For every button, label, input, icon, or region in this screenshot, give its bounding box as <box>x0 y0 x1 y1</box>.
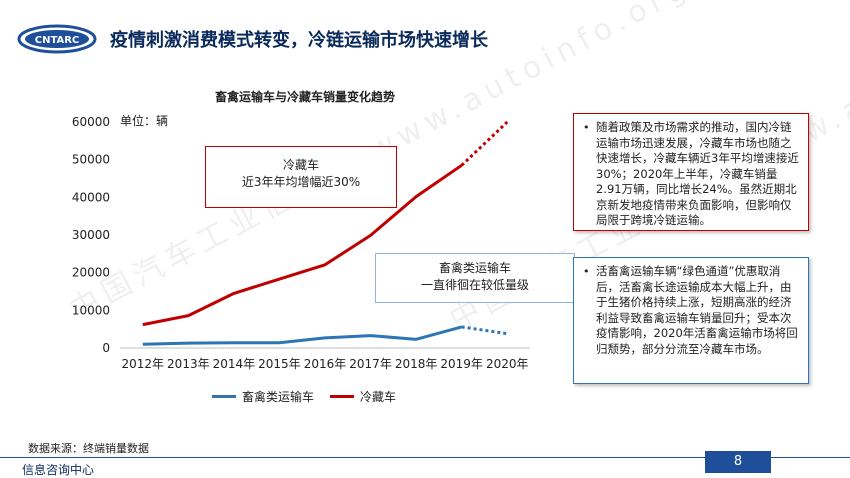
cntarc-logo: CNTARC <box>17 24 97 54</box>
y-tick-label: 40000 <box>72 190 110 204</box>
unit-label: 单位：辆 <box>120 114 169 128</box>
cold-truck-annotation: 冷藏车 近3年年均增幅近30% <box>205 146 397 208</box>
logo-text: CNTARC <box>35 35 80 46</box>
legend-swatch-livestock <box>212 395 236 398</box>
cold-annotation-line-1: 冷藏车 <box>282 158 319 172</box>
y-tick-label: 30000 <box>72 228 110 242</box>
y-tick-label: 50000 <box>72 153 110 167</box>
x-tick-label: 2017年 <box>349 357 392 371</box>
livestock-annotation-line-2: 一直徘徊在较低量级 <box>420 278 529 292</box>
y-tick-label: 60000 <box>72 115 110 129</box>
series-line-cold <box>142 164 463 327</box>
data-source: 数据来源：终端销量数据 <box>28 442 149 455</box>
chart-title: 畜禽运输车与冷藏车销量变化趋势 <box>214 90 395 104</box>
x-tick-label: 2015年 <box>258 357 301 371</box>
footer-department: 信息咨询中心 <box>22 463 95 477</box>
livestock-note-text: 活畜禽运输车辆“绿色通道”优惠取消后，活畜禽长途运输成本大幅上升，由于生猪价格持… <box>596 264 798 356</box>
legend-label-livestock: 畜禽类运输车 <box>242 390 315 404</box>
footer-divider <box>0 457 850 458</box>
x-tick-label: 2012年 <box>122 357 165 371</box>
slide-title: 疫情刺激消费模式转变，冷链运输市场快速增长 <box>110 30 488 51</box>
y-tick-label: 0 <box>102 341 110 355</box>
livestock-annotation-line-1: 畜禽类运输车 <box>438 261 511 275</box>
legend-item-cold: 冷藏车 <box>330 388 396 405</box>
x-tick-label: 2013年 <box>167 357 210 371</box>
x-tick-label: 2019年 <box>440 357 483 371</box>
legend-item-livestock: 畜禽类运输车 <box>212 388 314 405</box>
x-tick-label: 2020年 <box>486 357 529 371</box>
x-tick-label: 2016年 <box>304 357 347 371</box>
y-tick-label: 20000 <box>72 266 110 280</box>
legend-swatch-cold <box>330 395 355 398</box>
series-forecast-cold <box>460 120 509 167</box>
livestock-note: • 活畜禽运输车辆“绿色通道”优惠取消后，活畜禽长途运输成本大幅上升，由于生猪价… <box>573 257 809 384</box>
cold-chain-note-text: 随着政策及市场需求的推动，国内冷链运输市场迅速发展，冷藏车市场也随之快速增长，冷… <box>596 120 799 227</box>
y-tick-label: 10000 <box>72 303 110 317</box>
series-line-livestock <box>142 325 463 346</box>
bullet-icon: • <box>583 265 590 278</box>
series-forecast-livestock <box>461 325 508 336</box>
cold-chain-note: • 随着政策及市场需求的推动，国内冷链运输市场迅速发展，冷藏车市场也随之快速增长… <box>573 113 809 231</box>
livestock-truck-annotation: 畜禽类运输车 一直徘徊在较低量级 <box>375 253 575 303</box>
legend-label-cold: 冷藏车 <box>360 390 397 404</box>
x-tick-label: 2014年 <box>213 357 256 371</box>
chart-legend: 畜禽类运输车 冷藏车 <box>212 388 404 405</box>
x-tick-label: 2018年 <box>395 357 438 371</box>
cold-annotation-line-2: 近3年年均增幅近30% <box>241 175 361 189</box>
page-number: 8 <box>705 451 771 473</box>
bullet-icon: • <box>583 121 590 134</box>
